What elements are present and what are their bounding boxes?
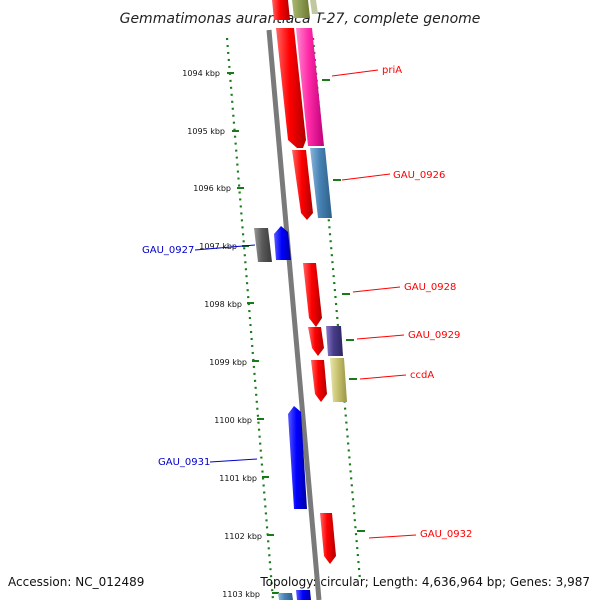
gene-label: GAU_0928 <box>404 282 456 293</box>
gene-block-forward <box>320 513 336 564</box>
tick-label: 1103 kbp <box>222 590 260 599</box>
left-ruler-dots <box>225 37 275 600</box>
ruler-ticks: 1094 kbp 1095 kbp 1096 kbp 1097 kbp 1098… <box>182 69 365 599</box>
connector-gau0928 <box>352 286 401 293</box>
gene-label: GAU_0929 <box>408 330 460 341</box>
tick-label: 1102 kbp <box>224 532 262 541</box>
connector-ccdA <box>359 374 407 380</box>
gene-block-partial <box>310 0 318 14</box>
gene-block-partial <box>272 0 290 20</box>
accession-text: Accession: NC_012489 <box>8 575 144 589</box>
topology-text: Topology: circular; Length: 4,636,964 bp… <box>259 575 590 589</box>
gene-block-reverse <box>288 406 307 509</box>
tick-label: 1101 kbp <box>219 474 257 483</box>
gene-label: ccdA <box>410 370 434 381</box>
gene-label: GAU_0927 <box>142 245 194 256</box>
gene-label: GAU_0932 <box>420 529 472 540</box>
tick-label: 1098 kbp <box>204 300 242 309</box>
connector-gau0929 <box>356 334 405 340</box>
tick-label: 1095 kbp <box>187 127 225 136</box>
tick-label: 1099 kbp <box>209 358 247 367</box>
gene-labels: priA GAU_0926 GAU_0927 GAU_0928 GAU_0929… <box>142 65 472 540</box>
gene-block-partial <box>292 0 310 18</box>
connector-gau0926 <box>341 173 391 181</box>
gene-label: GAU_0931 <box>158 457 210 468</box>
tick-label: 1094 kbp <box>182 69 220 78</box>
gene-block-forward <box>311 360 327 402</box>
label-connectors <box>194 69 417 539</box>
gene-block-gray <box>254 228 272 262</box>
gene-block-pink <box>296 28 324 146</box>
gene-block-forward <box>303 263 322 327</box>
gene-label: priA <box>382 65 402 76</box>
gene-features <box>254 0 347 600</box>
gene-block-forward <box>276 28 306 148</box>
tick-label: 1097 kbp <box>199 242 237 251</box>
connector-gau0931 <box>209 458 258 463</box>
gene-block-steelblue <box>310 148 332 218</box>
connector-gau0932 <box>368 534 417 539</box>
scale-dots <box>225 37 362 600</box>
gene-block-reverse <box>274 226 291 260</box>
connector-gau0927 <box>194 244 256 251</box>
tick-label: 1100 kbp <box>214 416 252 425</box>
gene-label: GAU_0926 <box>393 170 445 181</box>
map-title: Gemmatimonas aurantiaca T-27, complete g… <box>120 11 481 27</box>
gene-block-partial <box>278 593 293 600</box>
tick-label: 1096 kbp <box>193 184 231 193</box>
genome-backbone <box>266 29 322 600</box>
gene-block-purple <box>326 326 343 356</box>
gene-block-khaki <box>330 358 347 402</box>
connector-priA <box>331 69 379 77</box>
gene-block-forward <box>308 327 324 356</box>
gene-block-forward <box>292 150 313 220</box>
gene-block-partial <box>296 590 311 600</box>
